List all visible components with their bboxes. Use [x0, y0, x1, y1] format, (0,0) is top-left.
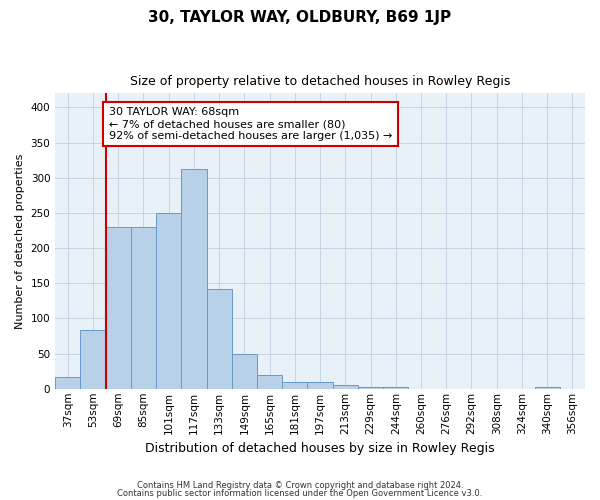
Text: 30, TAYLOR WAY, OLDBURY, B69 1JP: 30, TAYLOR WAY, OLDBURY, B69 1JP	[148, 10, 452, 25]
Bar	[535, 388, 560, 389]
Bar	[232, 354, 257, 389]
Bar	[257, 374, 282, 389]
Bar	[282, 382, 307, 389]
Bar	[106, 227, 131, 389]
Bar	[181, 170, 206, 389]
Text: Contains public sector information licensed under the Open Government Licence v3: Contains public sector information licen…	[118, 488, 482, 498]
Bar	[156, 213, 181, 389]
Bar	[55, 377, 80, 389]
Title: Size of property relative to detached houses in Rowley Regis: Size of property relative to detached ho…	[130, 75, 510, 88]
Y-axis label: Number of detached properties: Number of detached properties	[15, 154, 25, 328]
Bar	[206, 289, 232, 389]
Bar	[131, 227, 156, 389]
Bar	[332, 385, 358, 389]
Text: Contains HM Land Registry data © Crown copyright and database right 2024.: Contains HM Land Registry data © Crown c…	[137, 481, 463, 490]
Bar	[358, 386, 383, 389]
Bar	[307, 382, 332, 389]
X-axis label: Distribution of detached houses by size in Rowley Regis: Distribution of detached houses by size …	[145, 442, 495, 455]
Bar	[80, 330, 106, 389]
Bar	[383, 388, 409, 389]
Text: 30 TAYLOR WAY: 68sqm
← 7% of detached houses are smaller (80)
92% of semi-detach: 30 TAYLOR WAY: 68sqm ← 7% of detached ho…	[109, 108, 392, 140]
